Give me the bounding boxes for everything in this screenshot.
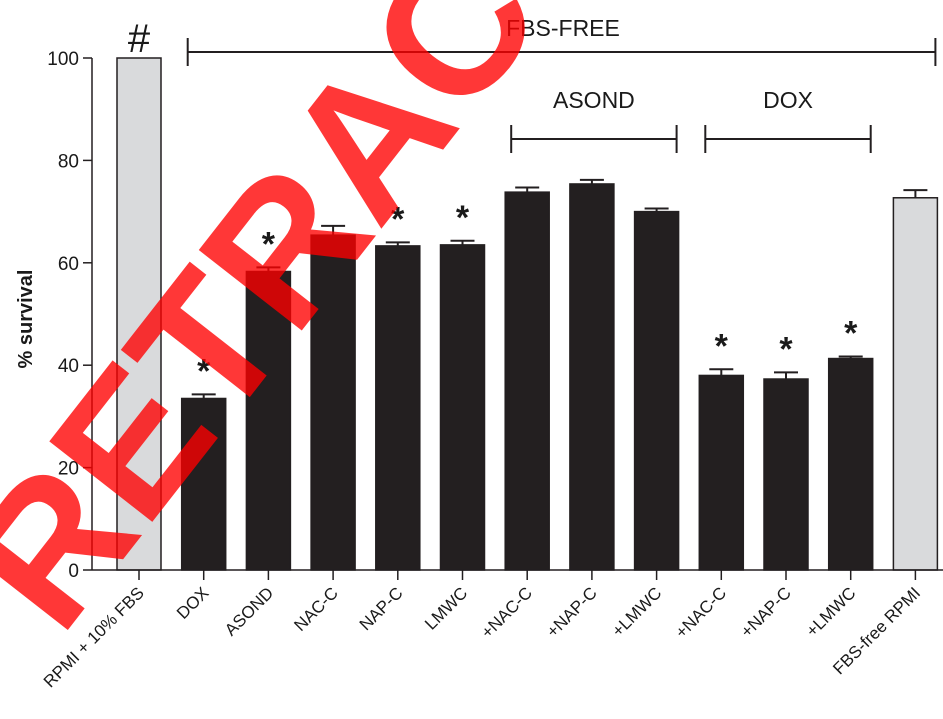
significance-star: * [197, 352, 211, 390]
bar [310, 234, 356, 571]
bar [698, 374, 745, 571]
bar [633, 210, 680, 571]
significance-star: * [715, 327, 729, 365]
bar [116, 57, 162, 571]
x-tick-label: +NAP-C [543, 583, 601, 641]
bar [892, 197, 939, 571]
x-tick-label: LMWC [421, 583, 471, 633]
x-tick-label: NAP-C [356, 583, 407, 634]
bar [180, 397, 227, 571]
group-bracket-label: DOX [763, 87, 813, 113]
significance-star: * [391, 200, 405, 238]
group-bracket-label: ASOND [553, 87, 635, 113]
bar [245, 270, 292, 571]
y-tick-label: 40 [58, 356, 79, 377]
x-tick-label: +LMWC [608, 583, 665, 640]
y-axis-title: % survival [15, 270, 37, 369]
bars-layer [116, 57, 939, 571]
x-tick-label: +NAC-C [672, 583, 731, 642]
annotations-layer: # * * * * * * * FBS-FREE ASOND DOX [128, 15, 937, 390]
x-tick-label: +LMWC [802, 583, 859, 640]
bar [439, 244, 486, 571]
x-tick-label: DOX [173, 583, 212, 622]
significance-star: * [779, 330, 793, 368]
x-tick-label: ASOND [221, 583, 277, 639]
bar [375, 245, 421, 571]
significance-star: * [456, 199, 470, 237]
significance-star: * [844, 314, 858, 352]
x-tick-label: +NAC-C [478, 583, 537, 642]
significance-hash: # [128, 17, 151, 61]
bar [504, 191, 550, 571]
y-tick-label: 60 [58, 254, 79, 275]
significance-star: * [262, 225, 276, 263]
x-tick-label: +NAP-C [737, 583, 795, 641]
y-tick-label: 80 [58, 151, 79, 172]
y-tick-label: 20 [58, 459, 79, 480]
bar [569, 183, 615, 571]
group-bracket-label: FBS-FREE [506, 15, 620, 41]
y-tick-label: 100 [47, 49, 79, 70]
y-tick-label: 0 [68, 561, 79, 582]
x-tick-label: NAC-C [290, 583, 342, 635]
bar [763, 378, 809, 571]
bar [827, 357, 874, 571]
